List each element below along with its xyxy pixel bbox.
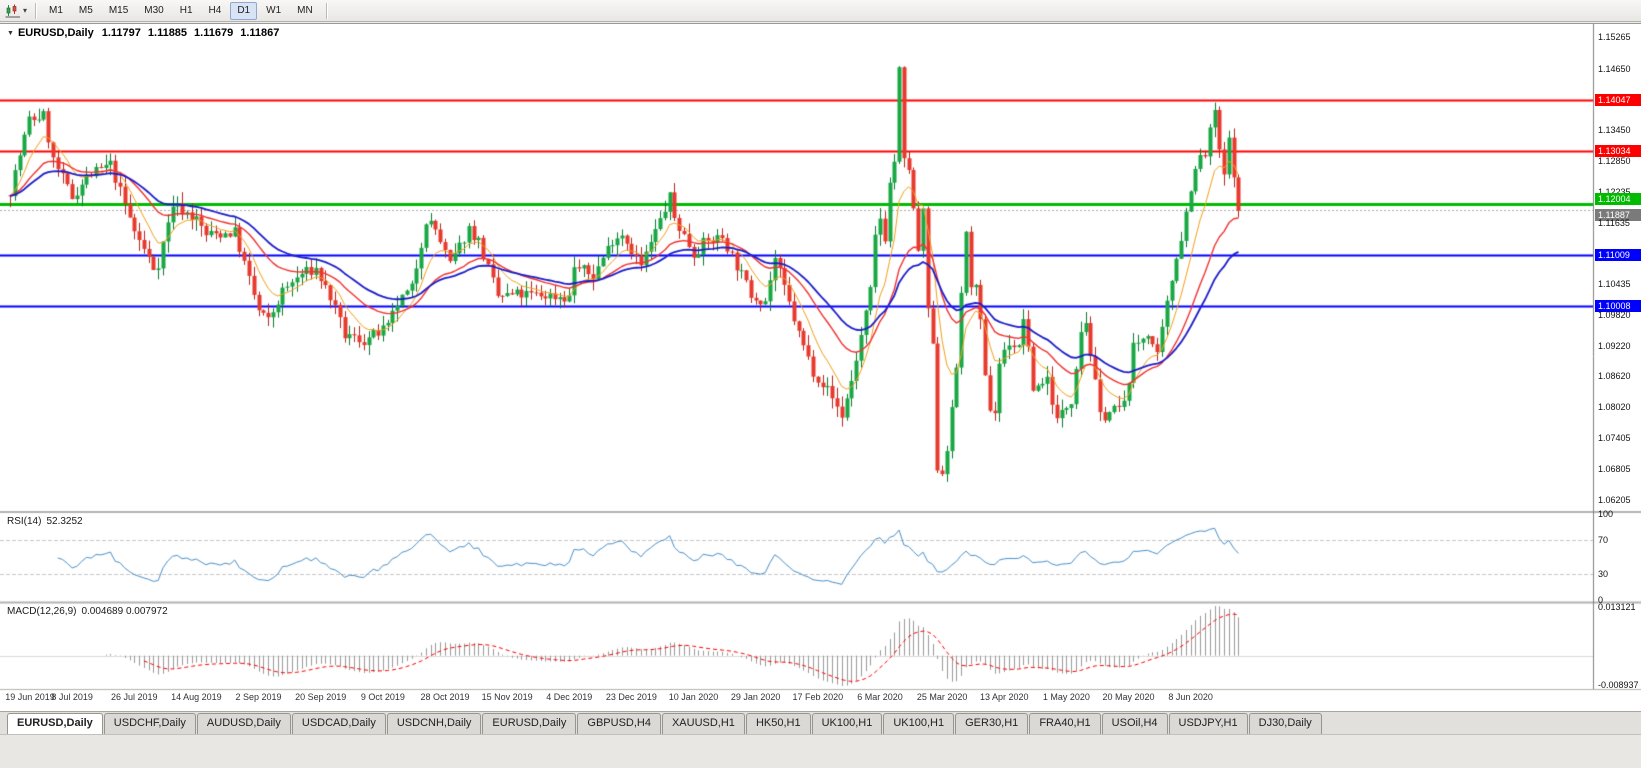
ohlc-low: 1.11679 [194, 27, 234, 39]
date-label: 25 Mar 2020 [916, 692, 968, 702]
chart-symbol-label: EURUSD,Daily [17, 27, 94, 39]
chart-tab-gbpusd-h4[interactable]: GBPUSD,H4 [577, 713, 661, 734]
date-label: 28 Oct 2019 [420, 692, 470, 702]
macd-axis-label: -0.008937 [1598, 680, 1639, 690]
macd-label: MACD(12,26,9) 0.004689 0.007972 [7, 606, 168, 617]
chart-tab-usoil-h4[interactable]: USOil,H4 [1101, 713, 1168, 734]
date-label: 14 Aug 2019 [171, 692, 222, 702]
date-label: 1 May 2020 [1042, 692, 1090, 702]
chart-tab-hk50-h1[interactable]: HK50,H1 [745, 713, 811, 734]
price-axis-label: 1.06805 [1598, 463, 1631, 474]
rsi-axis-label: 70 [1598, 534, 1609, 545]
rsi-axis-label: 0 [1598, 595, 1604, 605]
rsi-name: RSI(14) [7, 516, 42, 527]
price-level-badge-green: 1.12004 [1595, 192, 1641, 205]
date-label: 26 Jul 2019 [110, 692, 158, 702]
ohlc-high: 1.11885 [147, 27, 188, 39]
timeframe-buttons: M1 M5 M15 M30 H1 H4 D1 W1 MN [41, 1, 321, 20]
price-axis-label: 1.08620 [1598, 371, 1631, 382]
date-label: 2 Sep 2019 [235, 692, 282, 702]
price-axis-label: 1.14650 [1598, 63, 1631, 74]
chart-tab-uk100-h1[interactable]: UK100,H1 [811, 713, 883, 734]
timeframe-toolbar: ▾ M1 M5 M15 M30 H1 H4 D1 W1 MN [0, 0, 1641, 22]
chart-tab-eurusd-daily[interactable]: EURUSD,Daily [482, 713, 577, 734]
timeframe-button-m5[interactable]: M5 [78, 4, 93, 16]
chart-tab-dj30-daily[interactable]: DJ30,Daily [1248, 713, 1322, 734]
date-label: 10 Jan 2020 [668, 692, 719, 702]
price-axis-label: 1.11635 [1598, 217, 1630, 228]
price-axis-label: 1.09220 [1598, 340, 1631, 351]
date-label: 20 May 2020 [1102, 692, 1155, 702]
chart-tab-xauusd-h1[interactable]: XAUUSD,H1 [661, 713, 745, 734]
price-axis-label: 1.08020 [1598, 401, 1631, 412]
chart-title: ▼ EURUSD,Daily 1.11797 1.11885 1.11679 1… [7, 27, 286, 39]
rsi-axis-label: 100 [1598, 509, 1614, 519]
price-axis-label: 1.07405 [1598, 433, 1631, 444]
macd-axis-label: 0.013121 [1598, 602, 1636, 612]
rsi-axis-label: 30 [1598, 569, 1609, 580]
macd-name: MACD(12,26,9) [7, 606, 77, 617]
rsi-value: 52.3252 [46, 516, 83, 527]
date-label: 17 Feb 2020 [792, 692, 844, 702]
timeframe-button-w1[interactable]: W1 [266, 4, 282, 16]
timeframe-button-mn[interactable]: MN [297, 4, 313, 16]
rsi-label: RSI(14) 52.3252 [7, 516, 83, 527]
price-level-badge-current: 1.11887 [1595, 208, 1641, 221]
chart-canvas[interactable] [0, 24, 1641, 712]
chart-tab-usdjpy-h1[interactable]: USDJPY,H1 [1168, 713, 1248, 734]
symbol-dropdown-icon[interactable]: ▼ [7, 29, 14, 37]
date-label: 15 Nov 2019 [481, 692, 533, 702]
chart-tab-usdcad-daily[interactable]: USDCAD,Daily [291, 713, 386, 734]
chart-tab-usdchf-daily[interactable]: USDCHF,Daily [103, 713, 196, 734]
macd-values: 0.004689 0.007972 [81, 606, 168, 617]
chart-type-caret-icon[interactable]: ▾ [23, 6, 28, 15]
price-axis-label: 1.06205 [1598, 494, 1631, 505]
price-axis-label: 1.15265 [1598, 32, 1631, 43]
date-label: 8 Jun 2020 [1168, 692, 1213, 702]
ohlc-open: 1.11797 [101, 27, 141, 39]
chart-tab-audusd-daily[interactable]: AUDUSD,Daily [196, 713, 291, 734]
toolbar-separator [325, 2, 327, 19]
price-axis-label: 1.12235 [1598, 187, 1640, 197]
price-level-badge-blue: 1.11009 [1595, 248, 1641, 261]
chart-tab-uk100-h1[interactable]: UK100,H1 [883, 713, 955, 734]
chart-window: ▼ EURUSD,Daily 1.11797 1.11885 1.11679 1… [0, 23, 1641, 712]
timeframe-button-m15[interactable]: M15 [108, 4, 129, 16]
price-axis-label: 1.09820 [1598, 310, 1631, 321]
price-level-badge-red: 1.13034 [1595, 145, 1641, 158]
toolbar-separator [35, 2, 37, 19]
date-label: 4 Dec 2019 [546, 692, 593, 702]
chart-tab-fra40-h1[interactable]: FRA40,H1 [1029, 713, 1101, 734]
price-axis-label: 1.13450 [1598, 125, 1631, 135]
timeframe-button-d1[interactable]: D1 [230, 1, 258, 20]
chart-type-icon[interactable] [5, 4, 21, 18]
ohlc-close: 1.11867 [240, 27, 280, 39]
chart-tab-eurusd-daily[interactable]: EURUSD,Daily [7, 713, 103, 734]
date-label: 13 Apr 2020 [979, 692, 1029, 702]
timeframe-button-h4[interactable]: H4 [208, 4, 222, 16]
price-level-badge-blue: 1.10008 [1595, 299, 1641, 312]
timeframe-button-m1[interactable]: M1 [49, 4, 63, 16]
date-label: 23 Dec 2019 [605, 692, 657, 702]
chart-tab-ger30-h1[interactable]: GER30,H1 [955, 713, 1029, 734]
date-label: 29 Jan 2020 [730, 692, 781, 702]
date-label: 20 Sep 2019 [295, 692, 347, 702]
chart-tab-bar: EURUSD,Daily USDCHF,Daily AUDUSD,Daily USDC… [0, 711, 1641, 734]
date-label: 9 Oct 2019 [360, 692, 405, 702]
price-level-badge-red: 1.14047 [1595, 93, 1641, 106]
price-axis-label: 1.10435 [1598, 278, 1631, 289]
status-bar [0, 734, 1641, 768]
timeframe-button-h1[interactable]: H1 [179, 4, 193, 16]
chart-tab-usdcnh-daily[interactable]: USDCNH,Daily [386, 713, 482, 734]
date-label: 19 Jun 2019 [5, 692, 55, 702]
price-axis-label: 1.12850 [1598, 155, 1631, 166]
candlestick-chart-glyph [5, 4, 20, 17]
date-label: 8 Jul 2019 [51, 692, 93, 702]
timeframe-button-m30[interactable]: M30 [144, 4, 164, 16]
date-label: 6 Mar 2020 [857, 692, 903, 702]
